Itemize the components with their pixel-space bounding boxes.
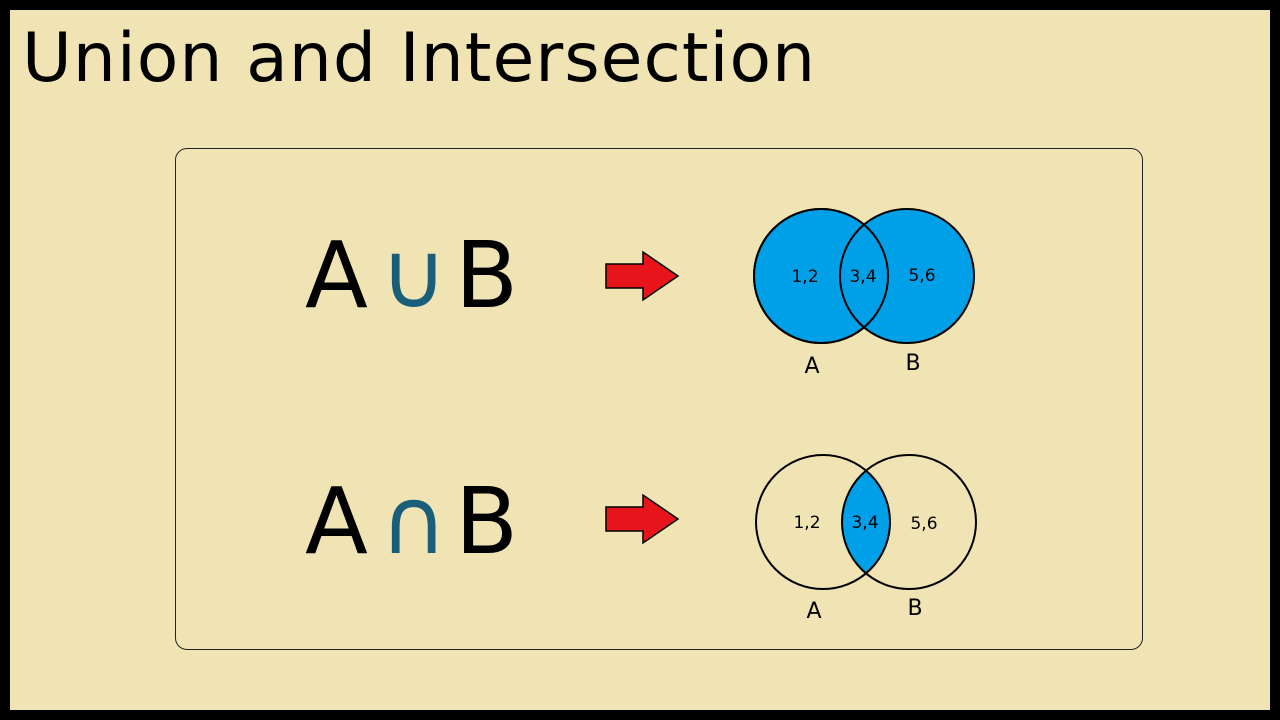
intersection-both-values: 3,4 [851,513,878,533]
union-label-a: A [804,354,819,379]
union-only-a-values: 1,2 [791,267,818,287]
union-arrow-icon [605,250,680,302]
intersection-right-set: B [455,468,518,575]
intersection-only-b-values: 5,6 [910,514,937,534]
intersection-venn: 1,2 3,4 5,6 A B [755,454,977,624]
intersection-left-set: A [305,468,368,575]
intersection-circle-b [841,454,977,590]
intersection-arrow-icon [605,493,680,545]
union-circle-a-outline [753,208,889,344]
intersection-label-b: B [907,596,922,621]
intersection-label-a: A [806,599,821,624]
page-title: Union and Intersection [22,19,817,98]
union-right-set: B [455,222,518,329]
union-left-set: A [305,222,368,329]
union-venn: 1,2 3,4 5,6 A B [753,208,975,379]
intersection-only-a-values: 1,2 [793,513,820,533]
content-panel [175,148,1143,650]
slide-frame: Union and Intersection [10,10,1270,710]
union-row: A ∪ B 1,2 3,4 5,6 A B [305,208,975,379]
union-operator: ∪ [380,222,447,329]
union-both-values: 3,4 [849,267,876,287]
intersection-operator: ∩ [380,468,447,575]
union-label-b: B [905,351,920,376]
intersection-circle-a [755,454,891,590]
intersection-overlap-fill [842,455,890,589]
intersection-row: A ∩ B 1,2 3,4 5,6 A B [305,454,977,624]
union-circle-b [839,208,975,344]
union-only-b-values: 5,6 [908,266,935,286]
